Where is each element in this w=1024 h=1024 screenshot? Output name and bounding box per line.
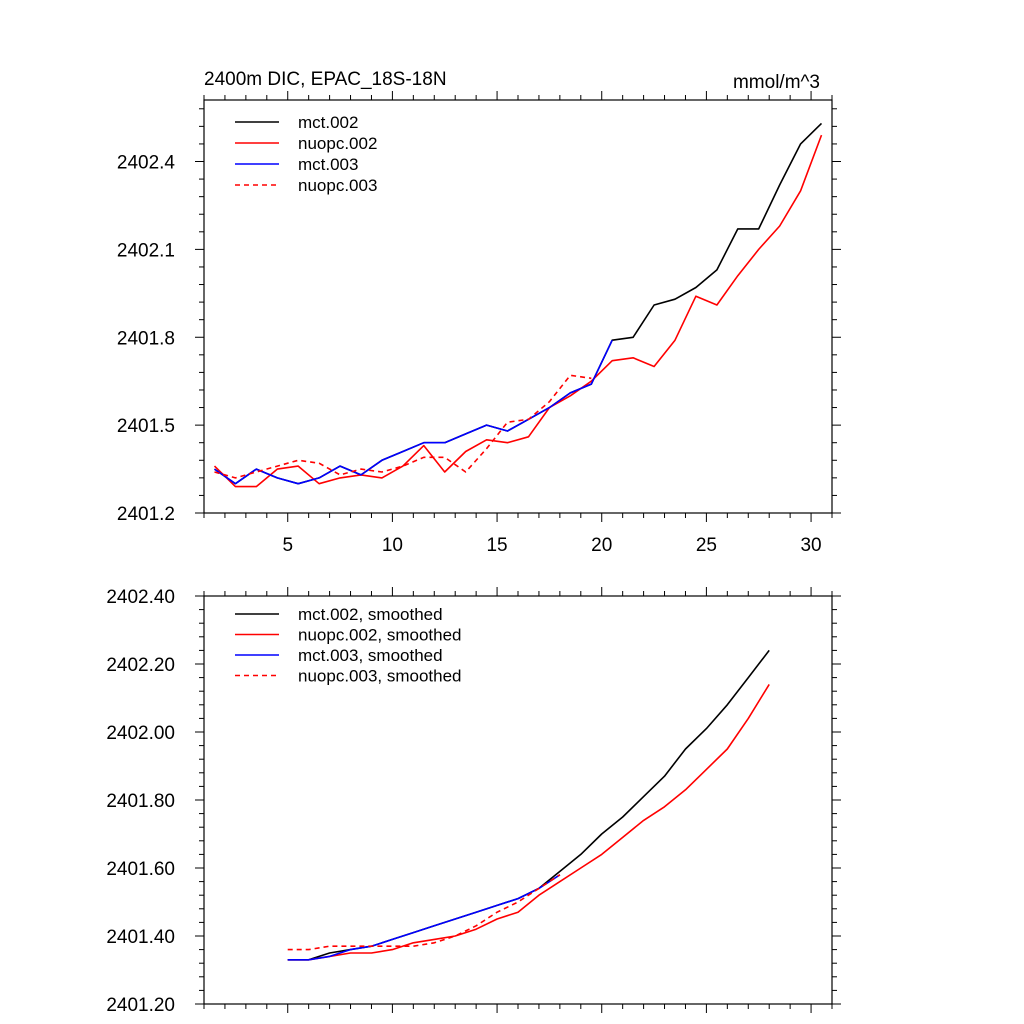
bottom-panel: 2401.20 2401.40 2401.60 2401.80 2402.00 2402.… <box>106 587 841 1016</box>
series-line-mct-003-smoothed <box>287 874 561 961</box>
y-tick-label: 2401.20 <box>106 995 175 1016</box>
y-tick-label: 2402.20 <box>106 655 175 676</box>
legend-label: nuopc.002, smoothed <box>298 626 462 645</box>
y-tick-label: 2401.8 <box>117 328 175 349</box>
y-tick-label: 2401.5 <box>117 416 175 437</box>
top-legend: mct.002 nuopc.002 mct.003 nuopc.003 <box>235 113 377 195</box>
y-tick-label: 2401.2 <box>117 504 175 525</box>
legend-label: mct.002, smoothed <box>298 605 443 624</box>
top-panel-title: 2400m DIC, EPAC_18S-18N <box>204 69 447 90</box>
series-line-nuopc-002 <box>213 134 823 488</box>
series-line-nuopc-002-smoothed <box>287 683 770 961</box>
series-line-mct-003 <box>214 339 613 485</box>
x-tick-label: 30 <box>800 535 821 556</box>
top-plot-frame <box>203 99 833 514</box>
series-line-nuopc-003 <box>214 374 592 479</box>
x-tick-label: 5 <box>282 535 293 556</box>
series-line-nuopc-003-smoothed <box>287 874 561 951</box>
y-tick-label: 2401.80 <box>106 791 175 812</box>
legend-label: mct.003 <box>298 155 358 174</box>
x-tick-label: 20 <box>591 535 612 556</box>
x-tick-label: 15 <box>486 535 507 556</box>
y-tick-label: 2402.40 <box>106 587 175 608</box>
top-panel: 2400m DIC, EPAC_18S-18N mmol/m^3 5 10 15 20… <box>117 69 841 556</box>
bottom-legend: mct.002, smoothed nuopc.002, smoothedmct.… <box>235 605 462 686</box>
y-tick-label: 2401.60 <box>106 859 175 880</box>
legend-label: nuopc.003, smoothed <box>298 667 462 686</box>
x-tick-label: 10 <box>382 535 403 556</box>
bottom-plot-frame <box>203 595 833 1005</box>
series-line-mct-002-smoothed <box>287 649 770 961</box>
y-tick-label: 2402.00 <box>106 723 175 744</box>
x-tick-label: 25 <box>696 535 717 556</box>
top-panel-units: mmol/m^3 <box>733 72 820 93</box>
legend-label: nuopc.002 <box>298 134 377 153</box>
legend-label: mct.002 <box>298 113 358 132</box>
y-tick-label: 2402.1 <box>117 240 175 261</box>
legend-label: nuopc.003 <box>298 176 377 195</box>
legend-label: mct.003, smoothed <box>298 646 443 665</box>
y-tick-label: 2401.40 <box>106 927 175 948</box>
y-tick-label: 2402.4 <box>117 153 176 174</box>
